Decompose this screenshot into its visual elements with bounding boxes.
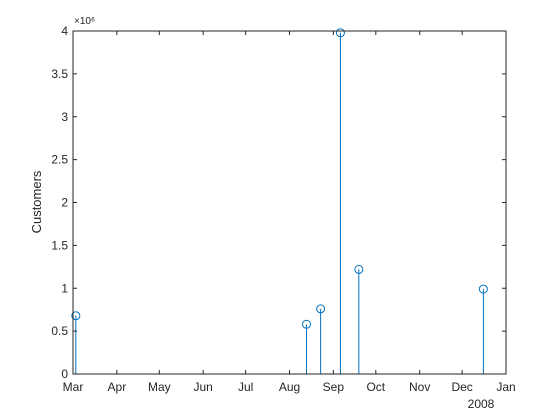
- x-tick-label: Sep: [323, 380, 345, 394]
- stem-marker: [71, 311, 81, 321]
- y-tick-label: 2: [61, 196, 68, 210]
- stem-marker: [478, 284, 488, 294]
- y-ticks: 0 0.5 1 1.5 2 2.5 3 3.5 4: [51, 24, 506, 381]
- y-tick-label: 1: [61, 281, 68, 295]
- x-tick-label: Jun: [194, 380, 213, 394]
- x-tick-label: Dec: [451, 380, 472, 394]
- x-tick-label: Apr: [108, 380, 127, 394]
- y-tick-label: 2.5: [51, 153, 68, 167]
- stem-marker: [316, 304, 326, 314]
- x-tick-label: Mar: [63, 380, 84, 394]
- x-tick-label: Jan: [496, 380, 515, 394]
- x-ticks: Mar Apr May Jun Jul Aug Sep Oct Nov Dec Jan: [63, 31, 516, 394]
- stem-marker: [335, 28, 345, 38]
- plot-area: [73, 31, 506, 374]
- x-tick-label: Nov: [409, 380, 430, 394]
- stems-layer: [71, 28, 488, 374]
- x-tick-label: Oct: [366, 380, 385, 394]
- y-tick-label: 4: [61, 24, 68, 38]
- y-tick-label: 0.5: [51, 324, 68, 338]
- stem-marker: [301, 319, 311, 329]
- x-tick-label: Aug: [279, 380, 300, 394]
- y-tick-label: 1.5: [51, 238, 68, 252]
- stem-marker: [354, 264, 364, 274]
- y-tick-label: 3: [61, 110, 68, 124]
- y-tick-label: 0: [61, 367, 68, 381]
- y-tick-label: 3.5: [51, 67, 68, 81]
- x-tick-label: Jul: [238, 380, 253, 394]
- x-secondary-label: 2008: [468, 397, 495, 411]
- y-axis-label: Customers: [29, 170, 44, 233]
- x-tick-label: May: [148, 380, 171, 394]
- y-exponent-label: ×10⁶: [74, 16, 95, 27]
- plot-frame: [72, 30, 507, 375]
